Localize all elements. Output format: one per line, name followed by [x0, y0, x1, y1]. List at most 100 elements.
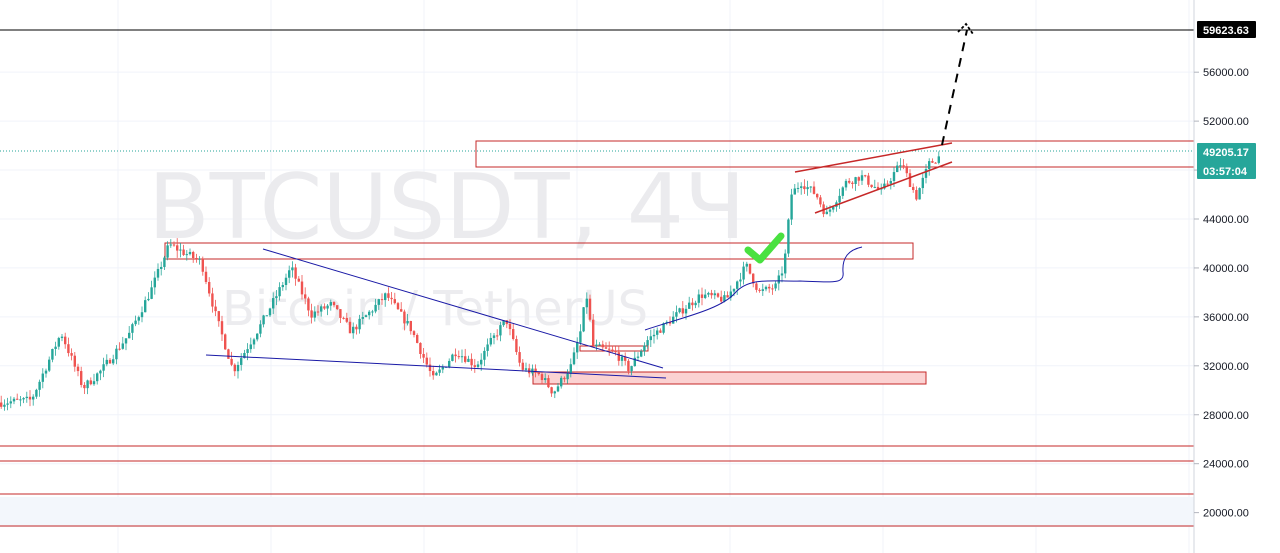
candle-body [828, 209, 832, 212]
candle-body [537, 372, 540, 375]
projection-arrow [941, 22, 974, 146]
candle-body [550, 387, 553, 394]
candle-body [105, 359, 108, 365]
candle-body [688, 302, 691, 309]
candle-body [672, 316, 675, 324]
candle-body [214, 306, 217, 312]
candle-272 [870, 184, 873, 189]
candle-body [377, 299, 380, 305]
candle-3 [9, 396, 12, 409]
candle-body [416, 334, 419, 343]
candle-body [454, 354, 457, 357]
candle-277 [886, 180, 889, 186]
candle-106 [339, 308, 342, 323]
candle-body [496, 335, 499, 337]
candle-93 [297, 276, 300, 283]
candle-body [860, 175, 864, 181]
candle-66 [211, 287, 214, 313]
candle-24 [76, 363, 80, 377]
candle-65 [208, 277, 211, 297]
candle-135 [432, 365, 435, 380]
candle-body [44, 370, 48, 374]
candle-body [265, 315, 268, 317]
candle-body [604, 347, 608, 349]
candle-body [390, 297, 393, 300]
candle-body [243, 352, 246, 359]
candle-235 [752, 273, 755, 288]
candle-body [937, 156, 940, 163]
candle-227 [726, 291, 729, 298]
candle-body [918, 188, 921, 200]
candle-90 [288, 265, 291, 284]
candle-body [729, 291, 732, 298]
candle-body [364, 315, 368, 318]
candle-75 [240, 353, 243, 371]
candle-265 [848, 178, 851, 185]
candle-253 [809, 186, 812, 193]
candle-199 [636, 352, 640, 361]
candle-body [777, 275, 780, 284]
candle-292 [934, 161, 937, 164]
candle-193 [617, 345, 620, 366]
candle-body [499, 325, 502, 336]
candle-body [675, 312, 678, 317]
candle-body [211, 293, 214, 307]
candle-body [790, 194, 793, 220]
candle-105 [336, 305, 339, 311]
candle-131 [419, 342, 422, 359]
candle-body [752, 273, 755, 284]
candle-209 [668, 316, 672, 326]
price-tick-label: 36000.00 [1203, 312, 1249, 324]
candle-body [188, 252, 192, 255]
candle-109 [348, 317, 352, 334]
candle-260 [832, 206, 835, 213]
price-scale[interactable]: 56000.0052000.0048000.0044000.0040000.00… [1193, 0, 1280, 553]
candle-178 [569, 358, 572, 378]
wedge-lower [814, 161, 953, 214]
candle-17 [54, 341, 57, 356]
candle-191 [611, 345, 614, 353]
candle-266 [851, 181, 854, 189]
candle-body [851, 182, 854, 184]
candle-body [428, 364, 432, 372]
candle-268 [857, 176, 860, 187]
candle-185 [592, 314, 595, 348]
candle-body [409, 321, 412, 332]
candle-226 [723, 291, 726, 303]
candle-18 [57, 336, 60, 350]
candle-body [137, 317, 140, 321]
lower-trendline [205, 354, 667, 379]
candle-196 [627, 359, 630, 375]
candle-21 [67, 337, 70, 357]
candle-283 [905, 163, 908, 178]
candle-127 [406, 313, 409, 326]
candle-293 [937, 151, 940, 165]
price-tick-label: 28000.00 [1203, 410, 1249, 422]
candle-body [489, 337, 492, 345]
candle-213 [681, 301, 684, 317]
candle-body [848, 180, 851, 183]
candle-63 [201, 256, 204, 276]
candle-body [704, 294, 707, 298]
candle-82 [262, 314, 265, 328]
candle-body [643, 345, 646, 352]
candle-8 [25, 391, 28, 403]
candle-body [403, 311, 406, 324]
symbol-watermark: BTCUSDT, 4Ч Bitcoin / TetherUS [148, 155, 746, 337]
candle-body [912, 186, 915, 190]
projection-arrowhead [957, 22, 974, 35]
candle-233 [745, 261, 748, 272]
candle-60 [192, 250, 195, 263]
candle-body [89, 380, 92, 385]
target-price-tag-bg [1197, 21, 1256, 38]
candle-250 [800, 182, 803, 195]
candle-230 [736, 280, 739, 295]
candle-9 [28, 390, 32, 407]
candle-body [118, 348, 121, 350]
candle-163 [521, 359, 524, 372]
grid [0, 0, 1194, 553]
candle-50 [160, 261, 163, 276]
candle-291 [931, 158, 934, 163]
projection-line [941, 29, 968, 146]
